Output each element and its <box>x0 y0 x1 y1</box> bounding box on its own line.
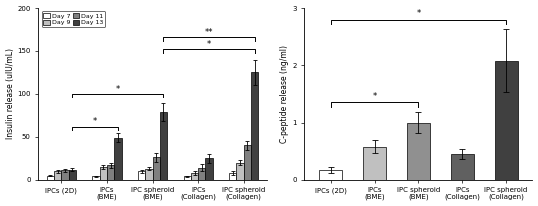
Text: *: * <box>416 9 421 18</box>
Bar <box>451 154 473 180</box>
Bar <box>100 167 107 180</box>
Bar <box>114 138 122 180</box>
Bar <box>407 123 430 180</box>
Y-axis label: C-peptide release (ng/ml): C-peptide release (ng/ml) <box>280 45 289 143</box>
Bar <box>145 169 153 180</box>
Bar <box>107 165 114 180</box>
Bar <box>68 170 76 180</box>
Bar <box>54 171 61 180</box>
Bar <box>160 112 167 180</box>
Legend: Day 7, Day 9, Day 11, Day 13: Day 7, Day 9, Day 11, Day 13 <box>41 11 105 27</box>
Bar <box>61 170 68 180</box>
Bar <box>244 145 251 180</box>
Bar <box>47 176 54 180</box>
Bar <box>191 173 198 180</box>
Bar <box>237 163 244 180</box>
Text: *: * <box>116 84 120 94</box>
Bar <box>229 173 237 180</box>
Bar <box>93 176 100 180</box>
Bar <box>206 158 213 180</box>
Bar <box>153 157 160 180</box>
Text: *: * <box>372 92 377 101</box>
Text: *: * <box>93 117 97 126</box>
Bar <box>138 171 145 180</box>
Bar <box>495 61 518 180</box>
Bar <box>198 168 206 180</box>
Text: *: * <box>207 40 211 49</box>
Text: **: ** <box>205 28 214 37</box>
Bar <box>183 176 191 180</box>
Bar <box>251 73 258 180</box>
Bar <box>319 170 342 180</box>
Y-axis label: Insulin release (uIU/mL): Insulin release (uIU/mL) <box>5 48 15 139</box>
Bar <box>363 147 386 180</box>
